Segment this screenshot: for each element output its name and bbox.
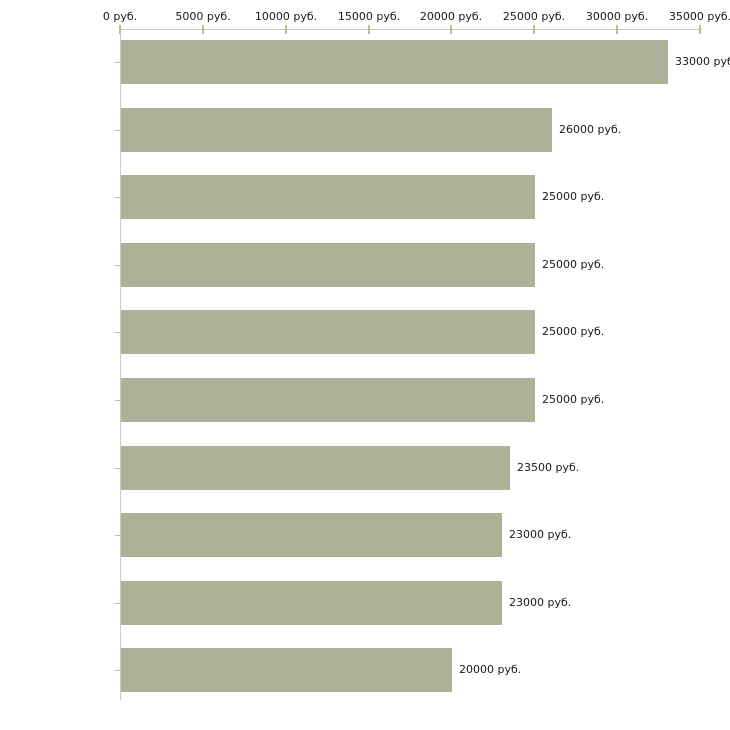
y-axis-tick-mark bbox=[115, 535, 120, 536]
y-axis-tick-mark bbox=[115, 265, 120, 266]
bar-value-label: 23000 руб. bbox=[509, 528, 572, 541]
bar bbox=[121, 243, 535, 287]
x-axis-tick-label: 30000 руб. bbox=[585, 10, 649, 23]
x-axis-tick-mark bbox=[616, 25, 618, 34]
bar bbox=[121, 310, 535, 354]
bar-value-label: 25000 руб. bbox=[542, 393, 605, 406]
bar bbox=[121, 40, 668, 84]
y-axis-tick-mark bbox=[115, 400, 120, 401]
x-axis-line bbox=[120, 29, 702, 30]
x-axis-tick-label: 35000 руб. bbox=[668, 10, 730, 23]
y-axis-tick-mark bbox=[115, 130, 120, 131]
bar-value-label: 23500 руб. bbox=[517, 461, 580, 474]
y-axis-tick-mark bbox=[115, 332, 120, 333]
x-axis-tick-mark bbox=[533, 25, 535, 34]
y-axis-tick-mark bbox=[115, 62, 120, 63]
bar bbox=[121, 175, 535, 219]
bar bbox=[121, 648, 452, 692]
y-axis-line bbox=[120, 29, 121, 700]
x-axis-tick-label: 25000 руб. bbox=[502, 10, 566, 23]
bar bbox=[121, 108, 552, 152]
bar bbox=[121, 378, 535, 422]
bar bbox=[121, 446, 510, 490]
x-axis-tick-mark bbox=[450, 25, 452, 34]
x-axis-tick-label: 10000 руб. bbox=[254, 10, 318, 23]
y-axis-tick-mark bbox=[115, 670, 120, 671]
bar-value-label: 25000 руб. bbox=[542, 190, 605, 203]
x-axis-tick-label: 5000 руб. bbox=[175, 10, 231, 23]
bar-value-label: 26000 руб. bbox=[559, 123, 622, 136]
y-axis-tick-mark bbox=[115, 603, 120, 604]
x-axis-tick-mark bbox=[285, 25, 287, 34]
x-axis-tick-label: 0 руб. bbox=[102, 10, 138, 23]
y-axis-tick-mark bbox=[115, 468, 120, 469]
bar bbox=[121, 513, 502, 557]
bar-value-label: 25000 руб. bbox=[542, 258, 605, 271]
x-axis-tick-mark bbox=[119, 25, 121, 34]
bar-value-label: 25000 руб. bbox=[542, 325, 605, 338]
x-axis-tick-mark bbox=[202, 25, 204, 34]
x-axis-tick-label: 15000 руб. bbox=[337, 10, 401, 23]
x-axis-tick-mark bbox=[699, 25, 701, 34]
y-axis-tick-mark bbox=[115, 197, 120, 198]
x-axis-tick-label: 20000 руб. bbox=[419, 10, 483, 23]
bar-value-label: 20000 руб. bbox=[459, 663, 522, 676]
bar bbox=[121, 581, 502, 625]
bar-value-label: 23000 руб. bbox=[509, 596, 572, 609]
bar-value-label: 33000 руб bbox=[675, 55, 730, 68]
x-axis-tick-mark bbox=[368, 25, 370, 34]
